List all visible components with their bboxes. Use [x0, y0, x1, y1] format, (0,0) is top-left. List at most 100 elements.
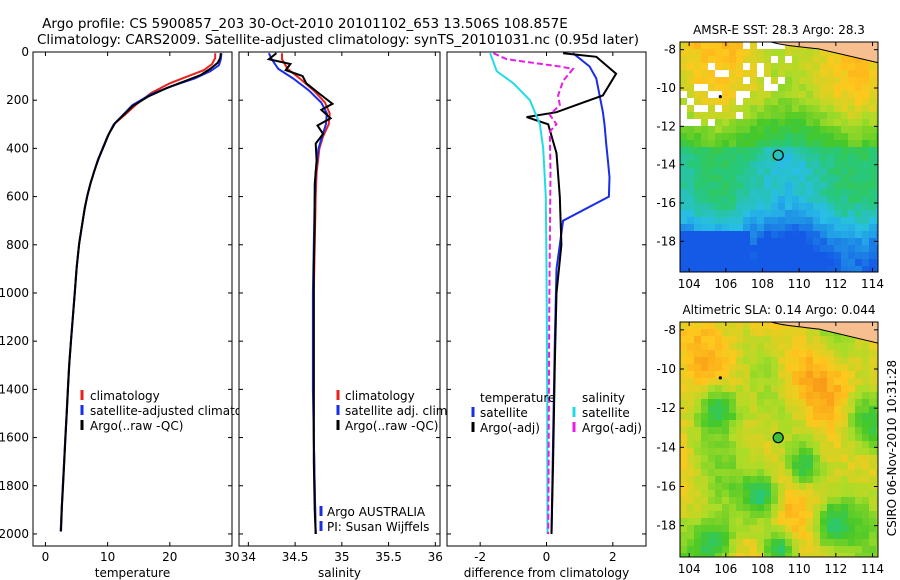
map-cell [757, 154, 765, 162]
map-cell [701, 210, 709, 218]
map-cell [680, 336, 688, 344]
map-cell [750, 357, 758, 365]
map-cell [701, 553, 709, 557]
map-cell [701, 539, 709, 547]
map-cell [813, 119, 821, 127]
map-cell [680, 224, 688, 232]
map-cell [799, 238, 807, 246]
map-cell [743, 147, 751, 155]
map-cell [750, 210, 758, 218]
map-cell [771, 210, 779, 218]
map-cell [799, 511, 807, 519]
map-cell [701, 98, 709, 106]
map-cell [743, 84, 751, 92]
map-cell [757, 525, 765, 533]
map-cell [708, 168, 716, 176]
map-cell [715, 469, 723, 477]
map-cell [750, 238, 758, 246]
map-cell [876, 189, 878, 197]
map-cell [701, 490, 709, 498]
map-cell [687, 518, 695, 526]
map-cell [736, 49, 744, 57]
map-cell [715, 392, 723, 400]
map-cell [848, 231, 856, 239]
map-cell [827, 252, 835, 260]
map-cell [855, 259, 863, 267]
map-cell [722, 378, 730, 386]
map-cell [792, 490, 800, 498]
map-cell [743, 371, 751, 379]
map-cell [687, 91, 695, 99]
map-cell [729, 364, 737, 372]
map-cell [708, 196, 716, 204]
map-cell [715, 504, 723, 512]
map-cell [701, 434, 709, 442]
map-cell [876, 210, 878, 218]
map-cell [743, 427, 751, 435]
map-cell [792, 140, 800, 148]
map-cell [876, 455, 878, 463]
map-cell [848, 133, 856, 141]
map-cell [785, 112, 793, 120]
map-cell [736, 56, 744, 64]
map-x-tick-label: 108 [751, 277, 774, 291]
x-tick-label: 10 [100, 550, 115, 564]
map-cell [792, 413, 800, 421]
map-cell [771, 336, 779, 344]
map-cell [862, 483, 870, 491]
map-cell [764, 98, 772, 106]
map-cell [743, 525, 751, 533]
map-cell [841, 469, 849, 477]
map-cell [715, 497, 723, 505]
map-cell [743, 196, 751, 204]
map-cell [841, 497, 849, 505]
map-cell [869, 392, 877, 400]
map-cell [694, 126, 702, 134]
map-cell [771, 462, 779, 470]
map-cell [722, 161, 730, 169]
map-cell [750, 196, 758, 204]
map-cell [743, 378, 751, 386]
map-cell [722, 476, 730, 484]
map-cell [862, 553, 870, 557]
map-cell [715, 210, 723, 218]
map-cell [701, 392, 709, 400]
map-cell [813, 91, 821, 99]
map-cell [778, 266, 786, 272]
map-cell [729, 525, 737, 533]
map-cell [862, 126, 870, 134]
map-cell [785, 364, 793, 372]
map-cell [729, 455, 737, 463]
map-cell [757, 91, 765, 99]
map-cell [743, 336, 751, 344]
map-cell [813, 371, 821, 379]
map-cell [680, 203, 688, 211]
map-cell [701, 49, 709, 57]
map-cell [715, 168, 723, 176]
map-cell [813, 504, 821, 512]
map-cell [799, 189, 807, 197]
map-cell [736, 154, 744, 162]
map-cell [785, 511, 793, 519]
map-cell [792, 252, 800, 260]
map-cell [862, 196, 870, 204]
map-cell [792, 224, 800, 232]
map-cell [729, 182, 737, 190]
map-cell [876, 364, 878, 372]
map-cell [708, 161, 716, 169]
map-cell [715, 553, 723, 557]
map-cell [750, 462, 758, 470]
map-cell [764, 140, 772, 148]
map-cell [806, 182, 814, 190]
map-cell [820, 56, 828, 64]
map-cell [771, 161, 779, 169]
map-cell [708, 245, 716, 253]
y-tick-label: 1600 [0, 431, 29, 445]
map-cell [680, 392, 688, 400]
map-cell [862, 224, 870, 232]
map-cell [785, 91, 793, 99]
map-cell [799, 119, 807, 127]
map-cell [834, 245, 842, 253]
map-cell [771, 392, 779, 400]
map-cell [680, 455, 688, 463]
